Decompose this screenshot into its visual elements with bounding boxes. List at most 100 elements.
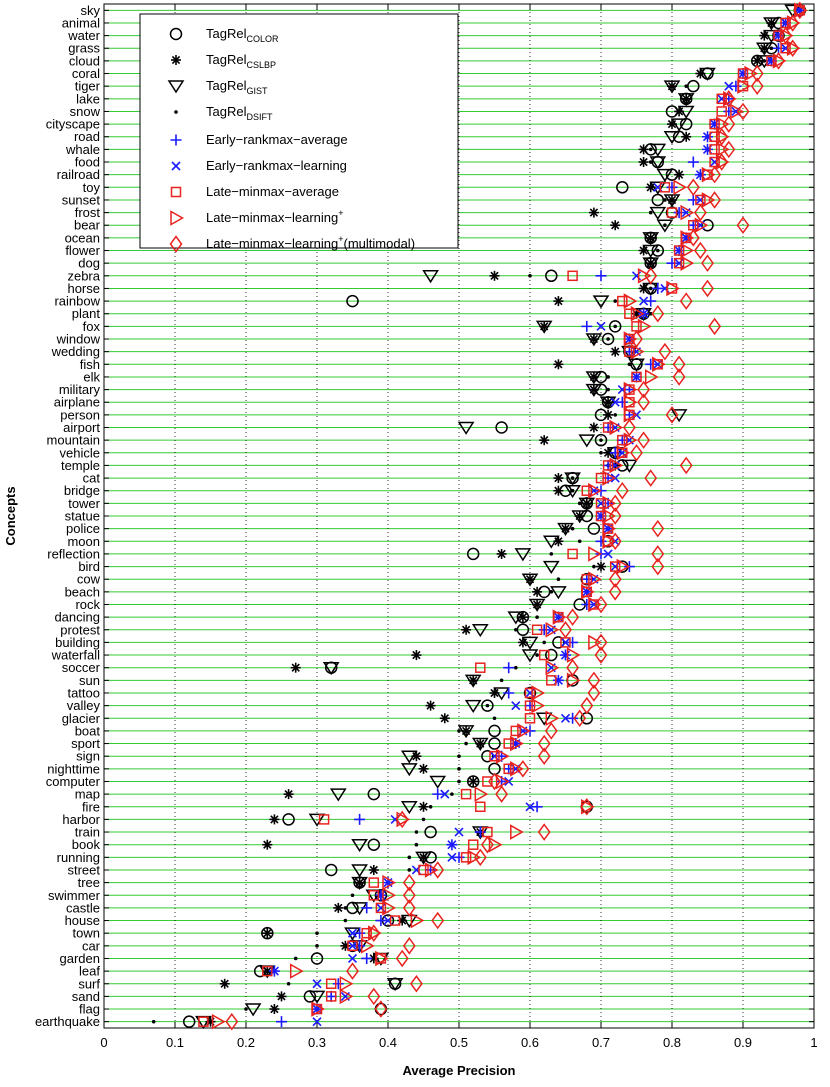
point-moon	[602, 533, 617, 550]
point-earthquake	[151, 1019, 156, 1024]
point-fire	[400, 801, 418, 815]
data-markers	[151, 1, 808, 1031]
point-person	[670, 409, 688, 423]
point-fire	[475, 801, 486, 813]
point-zebra	[489, 270, 500, 281]
point-temple	[602, 459, 614, 471]
point-leaf	[265, 969, 270, 973]
point-sign	[400, 750, 418, 764]
point-soccer	[322, 661, 340, 676]
point-car	[347, 940, 358, 952]
y-axis-label: Concepts	[3, 486, 18, 545]
point-sun	[464, 674, 482, 688]
point-swimmer	[368, 890, 380, 901]
concept-label-surf: surf	[78, 976, 100, 991]
concept-label-tattoo: tattoo	[67, 685, 100, 700]
point-computer	[466, 775, 480, 788]
point-reflection	[466, 547, 480, 561]
point-map	[440, 789, 450, 799]
point-grass	[755, 42, 773, 56]
point-moon	[542, 535, 560, 549]
point-cow	[588, 571, 602, 587]
point-dog	[673, 257, 685, 269]
point-building	[588, 634, 602, 651]
point-waterfall	[566, 647, 581, 663]
concept-label-valley: valley	[67, 698, 101, 713]
point-ocean	[686, 229, 700, 247]
point-valley	[524, 700, 536, 712]
point-military	[637, 380, 651, 399]
point-building	[521, 636, 539, 650]
point-street	[351, 864, 368, 878]
point-airport	[602, 422, 614, 433]
x-tick-label: 1	[810, 1035, 817, 1050]
point-airport	[622, 418, 636, 437]
point-fire	[580, 797, 594, 816]
concept-label-town: town	[73, 926, 100, 941]
legend-entry: TagRelCOLOR	[206, 26, 279, 44]
point-protest	[559, 621, 572, 639]
point-beach	[532, 586, 543, 597]
point-sunset	[708, 191, 722, 209]
point-plant	[630, 305, 645, 322]
point-car	[360, 938, 375, 954]
point-car	[402, 937, 416, 955]
concept-label-map: map	[75, 787, 100, 802]
point-valley	[485, 703, 490, 708]
point-castle	[333, 902, 344, 913]
point-house	[375, 915, 387, 927]
point-street	[431, 861, 445, 879]
point-railroad	[708, 165, 722, 184]
point-running	[447, 852, 457, 862]
point-grass	[769, 46, 774, 51]
point-tiger	[750, 77, 764, 95]
point-rainbow	[613, 299, 617, 303]
point-tree	[402, 873, 416, 892]
point-tattoo	[531, 685, 546, 701]
legend-entry: TagRelCSLBP	[206, 52, 276, 70]
point-fox	[613, 324, 617, 329]
point-sand	[325, 990, 337, 1002]
point-house	[343, 918, 348, 923]
point-computer	[488, 772, 501, 791]
point-building	[567, 636, 579, 648]
concept-label-cat: cat	[83, 471, 101, 486]
point-police	[602, 520, 617, 537]
point-earthquake	[211, 1013, 226, 1030]
point-temple	[602, 460, 614, 471]
concept-label-garden: garden	[60, 951, 100, 966]
legend: TagRelCOLOR TagRelCSLBP TagRelGIST TagRelDS…	[139, 13, 459, 253]
point-coral	[737, 68, 749, 79]
point-frost	[666, 207, 678, 218]
point-harbor	[354, 813, 366, 825]
point-earthquake	[198, 1016, 209, 1027]
point-police	[570, 526, 575, 531]
point-house	[389, 915, 401, 926]
point-reflection	[651, 545, 665, 563]
point-fish	[553, 359, 564, 370]
point-frost	[673, 207, 685, 219]
point-airport	[602, 422, 614, 434]
legend-marker	[171, 161, 181, 171]
point-cat	[644, 469, 658, 487]
point-cow	[556, 577, 561, 582]
point-statue	[571, 510, 589, 524]
point-waterfall	[545, 648, 558, 662]
point-train	[537, 823, 551, 841]
point-person	[613, 413, 617, 417]
point-statue	[608, 507, 622, 525]
concept-label-flag: flag	[79, 1002, 100, 1017]
concept-label-vehicle: vehicle	[60, 445, 100, 460]
point-airplane	[623, 394, 638, 411]
point-frost	[649, 206, 667, 220]
point-boat	[457, 729, 461, 733]
point-castle	[402, 899, 416, 917]
point-computer	[482, 776, 493, 787]
point-bear	[701, 218, 714, 232]
point-rock	[535, 602, 539, 607]
point-building	[560, 637, 571, 647]
point-water	[779, 26, 793, 45]
point-building	[542, 640, 546, 645]
point-glacier	[492, 716, 497, 721]
